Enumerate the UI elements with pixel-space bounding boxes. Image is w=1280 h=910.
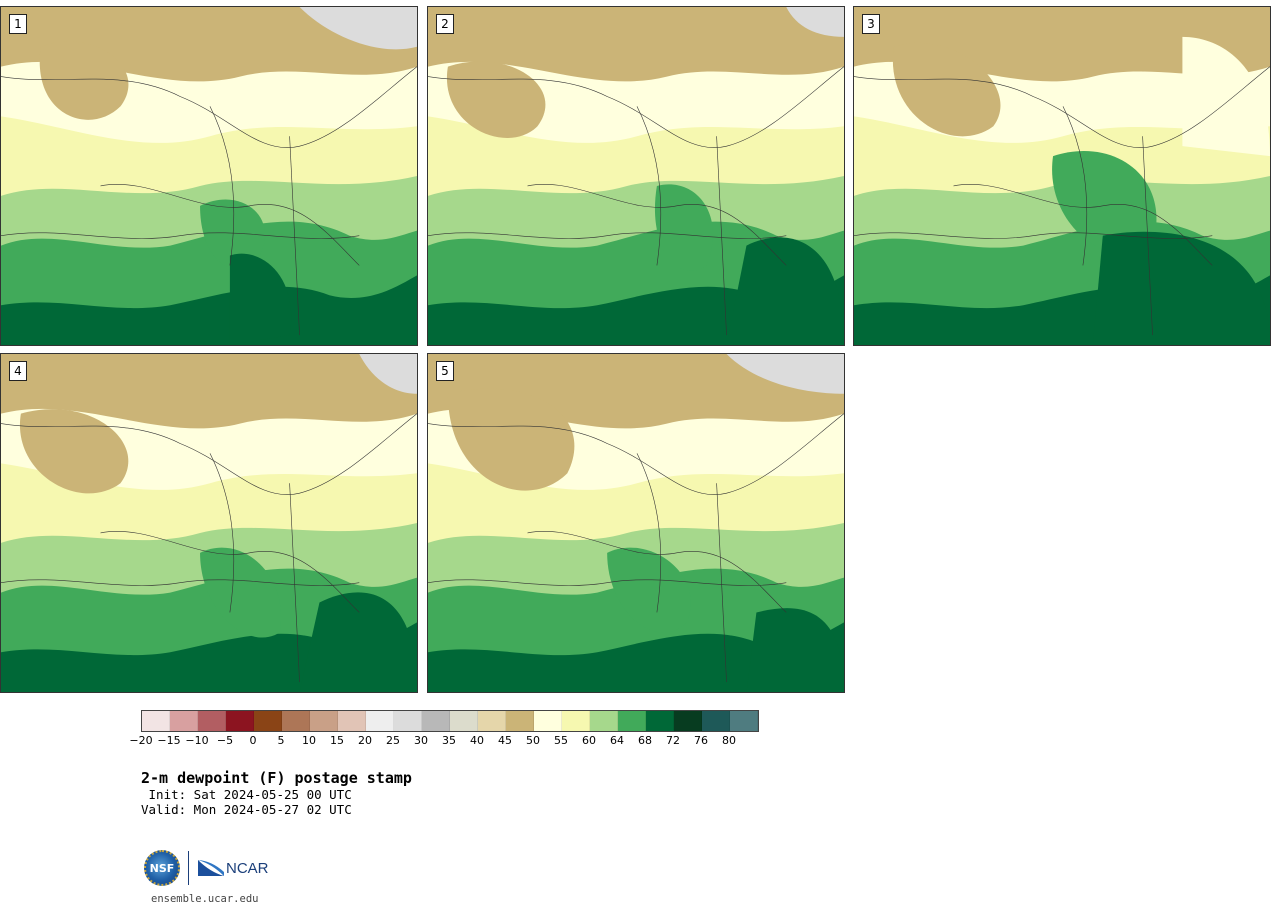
colorbar-swatch (562, 711, 590, 731)
colorbar-tick-label: 50 (526, 734, 540, 747)
map-panel-5: 5 (427, 353, 845, 693)
colorbar-tick-label: −10 (185, 734, 209, 747)
colorbar-tick-label: 10 (302, 734, 316, 747)
colorbar-swatch (478, 711, 506, 731)
colorbar-swatch (646, 711, 674, 731)
logos: NSF NCAR (144, 850, 269, 886)
dewpoint-map (428, 354, 844, 692)
colorbar-swatch (422, 711, 450, 731)
colorbar-swatch (590, 711, 618, 731)
colorbar-tick-label: −5 (216, 734, 234, 747)
colorbar (141, 710, 759, 732)
panel-number: 1 (9, 14, 27, 34)
colorbar-swatch (618, 711, 646, 731)
colorbar-swatch (254, 711, 282, 731)
colorbar-tick-label: 68 (638, 734, 652, 747)
site-url: ensemble.ucar.edu (151, 893, 259, 905)
map-panel-3: 3 (853, 6, 1271, 346)
colorbar-tick-label: 72 (666, 734, 680, 747)
colorbar-swatch (730, 711, 758, 731)
colorbar-swatch (394, 711, 422, 731)
map-panel-2: 2 (427, 6, 845, 346)
colorbar-tick-label: 30 (414, 734, 428, 747)
logo-divider (188, 851, 189, 885)
colorbar-tick-label: 45 (498, 734, 512, 747)
colorbar-swatch (366, 711, 394, 731)
colorbar-swatch (506, 711, 534, 731)
colorbar-tick-label: 20 (358, 734, 372, 747)
plot-title: 2-m dewpoint (F) postage stamp (141, 769, 412, 787)
valid-time: Valid: Mon 2024-05-27 02 UTC (141, 802, 352, 817)
init-time: Init: Sat 2024-05-25 00 UTC (141, 787, 352, 802)
colorbar-tick-label: 80 (722, 734, 736, 747)
colorbar-swatch (282, 711, 310, 731)
colorbar-tick-label: 35 (442, 734, 456, 747)
colorbar-swatch (198, 711, 226, 731)
colorbar-ticks: −20 −15 −10 −5 0 5 10 15 20 25 30 35 40 45 50 55 60 64 68 7… (129, 734, 781, 750)
colorbar-tick-label: 64 (610, 734, 624, 747)
colorbar-tick-label: 55 (554, 734, 568, 747)
nsf-logo: NSF (144, 850, 180, 886)
dewpoint-map (854, 7, 1270, 345)
colorbar-swatch (338, 711, 366, 731)
colorbar-swatch (674, 711, 702, 731)
colorbar-swatch (310, 711, 338, 731)
colorbar-swatch (226, 711, 254, 731)
colorbar-tick-label: 40 (470, 734, 484, 747)
colorbar-tick-label: 0 (249, 734, 257, 747)
dewpoint-map (1, 7, 417, 345)
colorbar-swatch (702, 711, 730, 731)
colorbar-tick-label: 25 (386, 734, 400, 747)
map-panel-4: 4 (0, 353, 418, 693)
panel-number: 3 (862, 14, 880, 34)
panel-number: 4 (9, 361, 27, 381)
panel-number: 2 (436, 14, 454, 34)
map-panel-1: 1 (0, 6, 418, 346)
dewpoint-map (1, 354, 417, 692)
colorbar-swatch (170, 711, 198, 731)
colorbar-swatch (534, 711, 562, 731)
colorbar-tick-label: 15 (330, 734, 344, 747)
colorbar-tick-label: −15 (157, 734, 181, 747)
colorbar-tick-label: −20 (129, 734, 153, 747)
colorbar-swatch (142, 711, 170, 731)
dewpoint-map (428, 7, 844, 345)
colorbar-tick-label: 76 (694, 734, 708, 747)
ncar-logo: NCAR (198, 858, 269, 878)
panel-number: 5 (436, 361, 454, 381)
colorbar-tick-label: 60 (582, 734, 596, 747)
colorbar-tick-label: 5 (277, 734, 285, 747)
colorbar-swatch (450, 711, 478, 731)
ncar-wedge-icon (198, 860, 224, 876)
